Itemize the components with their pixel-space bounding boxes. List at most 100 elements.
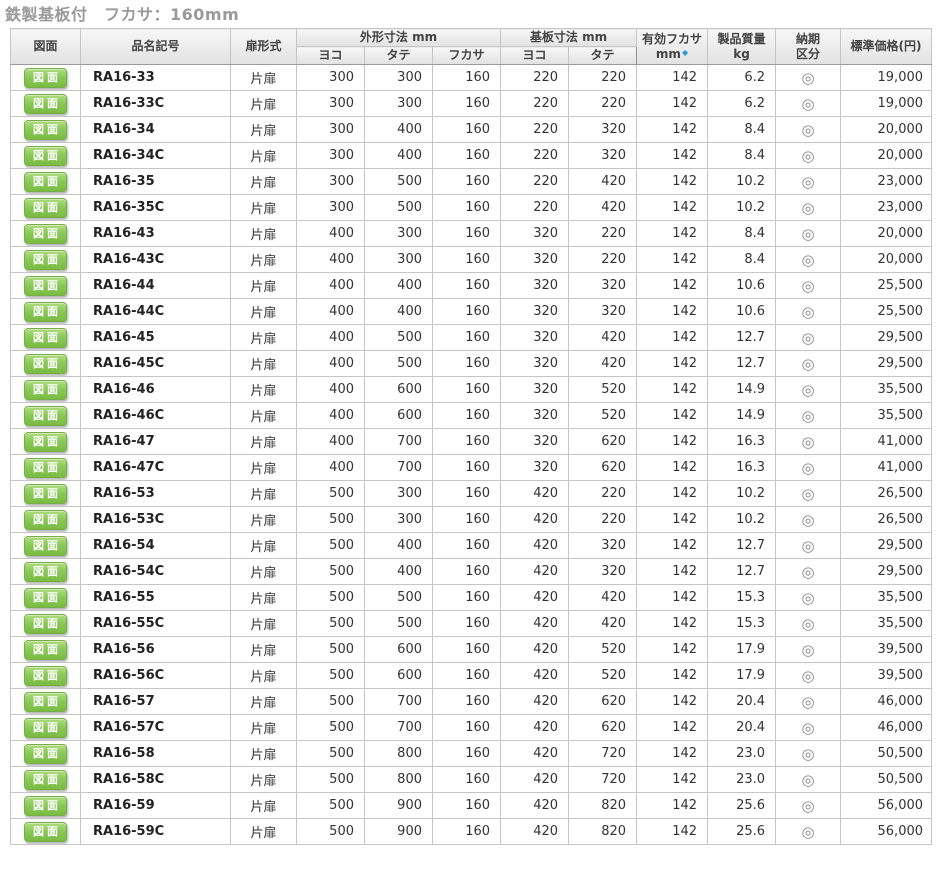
drawing-button[interactable]: 図面 [24, 509, 67, 530]
effective-depth-cell: 142 [636, 298, 709, 326]
board-height-cell: 220 [568, 64, 638, 92]
table-row: 図面 RA16-47C 片扉 400 700 160 320 620 142 1… [10, 454, 933, 482]
drawing-cell: 図面 [10, 766, 81, 794]
board-width-cell: 320 [500, 272, 570, 300]
delivery-mark: ◎ [775, 558, 842, 586]
delivery-mark: ◎ [775, 90, 842, 118]
drawing-button[interactable]: 図面 [24, 795, 67, 816]
outer-height-cell: 300 [364, 64, 433, 92]
drawing-button[interactable]: 図面 [24, 67, 67, 88]
outer-height-cell: 900 [364, 792, 433, 820]
weight-cell: 8.4 [707, 116, 777, 144]
board-height-cell: 420 [568, 610, 638, 638]
board-width-cell: 420 [500, 740, 570, 768]
drawing-button[interactable]: 図面 [24, 769, 67, 790]
drawing-button[interactable]: 図面 [24, 249, 67, 270]
weight-cell: 16.3 [707, 428, 777, 456]
drawing-cell: 図面 [10, 376, 81, 404]
drawing-button[interactable]: 図面 [24, 405, 67, 426]
price-cell: 39,500 [840, 636, 933, 664]
board-width-cell: 420 [500, 662, 570, 690]
price-cell: 25,500 [840, 298, 933, 326]
drawing-button[interactable]: 図面 [24, 639, 67, 660]
delivery-mark: ◎ [775, 662, 842, 690]
weight-cell: 23.0 [707, 740, 777, 768]
header-door-type: 扉形式 [230, 28, 297, 66]
drawing-button[interactable]: 図面 [24, 301, 67, 322]
table-row: 図面 RA16-33C 片扉 300 300 160 220 220 142 6… [10, 90, 933, 118]
header-outer-dims-group: 外形寸法 mm [295, 28, 502, 48]
header-drawing: 図面 [10, 28, 81, 66]
board-width-cell: 420 [500, 766, 570, 794]
board-width-cell: 420 [500, 636, 570, 664]
drawing-button[interactable]: 図面 [24, 483, 67, 504]
drawing-cell: 図面 [10, 480, 81, 508]
door-type-cell: 片扉 [230, 558, 297, 586]
drawing-button[interactable]: 図面 [24, 717, 67, 738]
outer-depth-cell: 160 [431, 376, 502, 404]
effective-depth-cell: 142 [636, 610, 709, 638]
header-board-dims-group: 基板寸法 mm [500, 28, 638, 48]
table-row: 図面 RA16-54 片扉 500 400 160 420 320 142 12… [10, 532, 933, 560]
outer-height-cell: 400 [364, 272, 433, 300]
drawing-button[interactable]: 図面 [24, 327, 67, 348]
price-cell: 35,500 [840, 376, 933, 404]
weight-cell: 10.2 [707, 480, 777, 508]
effective-depth-cell: 142 [636, 194, 709, 222]
price-cell: 29,500 [840, 350, 933, 378]
delivery-mark: ◎ [775, 480, 842, 508]
weight-cell: 6.2 [707, 90, 777, 118]
drawing-button[interactable]: 図面 [24, 665, 67, 686]
delivery-mark: ◎ [775, 506, 842, 534]
board-width-cell: 420 [500, 506, 570, 534]
drawing-button[interactable]: 図面 [24, 379, 67, 400]
weight-cell: 10.6 [707, 272, 777, 300]
drawing-button[interactable]: 図面 [24, 353, 67, 374]
board-height-cell: 620 [568, 428, 638, 456]
delivery-mark: ◎ [775, 194, 842, 222]
drawing-button[interactable]: 図面 [24, 691, 67, 712]
delivery-mark: ◎ [775, 402, 842, 430]
board-width-cell: 220 [500, 194, 570, 222]
effective-depth-cell: 142 [636, 558, 709, 586]
outer-width-cell: 400 [296, 402, 365, 430]
outer-width-cell: 400 [296, 246, 365, 274]
drawing-button[interactable]: 図面 [24, 535, 67, 556]
weight-cell: 8.4 [707, 220, 777, 248]
board-height-cell: 620 [568, 688, 638, 716]
drawing-button[interactable]: 図面 [24, 197, 67, 218]
drawing-button[interactable]: 図面 [24, 613, 67, 634]
board-height-cell: 420 [568, 350, 638, 378]
drawing-button[interactable]: 図面 [24, 119, 67, 140]
delivery-mark: ◎ [775, 64, 842, 92]
price-cell: 56,000 [840, 818, 933, 846]
outer-depth-cell: 160 [431, 194, 502, 222]
drawing-button[interactable]: 図面 [24, 743, 67, 764]
board-height-cell: 220 [568, 90, 638, 118]
price-cell: 23,000 [840, 168, 933, 196]
effective-depth-cell: 142 [636, 454, 709, 482]
drawing-button[interactable]: 図面 [24, 171, 67, 192]
drawing-button[interactable]: 図面 [24, 561, 67, 582]
outer-depth-cell: 160 [431, 402, 502, 430]
drawing-button[interactable]: 図面 [24, 145, 67, 166]
drawing-button[interactable]: 図面 [24, 223, 67, 244]
outer-depth-cell: 160 [431, 90, 502, 118]
board-width-cell: 220 [500, 142, 570, 170]
delivery-mark: ◎ [775, 428, 842, 456]
drawing-button[interactable]: 図面 [24, 821, 67, 842]
drawing-button[interactable]: 図面 [24, 93, 67, 114]
drawing-button[interactable]: 図面 [24, 457, 67, 478]
price-cell: 19,000 [840, 90, 933, 118]
product-code-cell: RA16-33 [80, 64, 231, 92]
table-row: 図面 RA16-34C 片扉 300 400 160 220 320 142 8… [10, 142, 933, 170]
drawing-cell: 図面 [10, 64, 81, 92]
table-row: 図面 RA16-56 片扉 500 600 160 420 520 142 17… [10, 636, 933, 664]
outer-depth-cell: 160 [431, 116, 502, 144]
drawing-button[interactable]: 図面 [24, 587, 67, 608]
weight-cell: 10.2 [707, 194, 777, 222]
drawing-button[interactable]: 図面 [24, 275, 67, 296]
drawing-button[interactable]: 図面 [24, 431, 67, 452]
table-header: 図面 品名記号 扉形式 外形寸法 mm 基板寸法 mm 有効フカサ mm◆ 製品… [10, 28, 933, 66]
header-board-height: タテ [568, 46, 638, 66]
